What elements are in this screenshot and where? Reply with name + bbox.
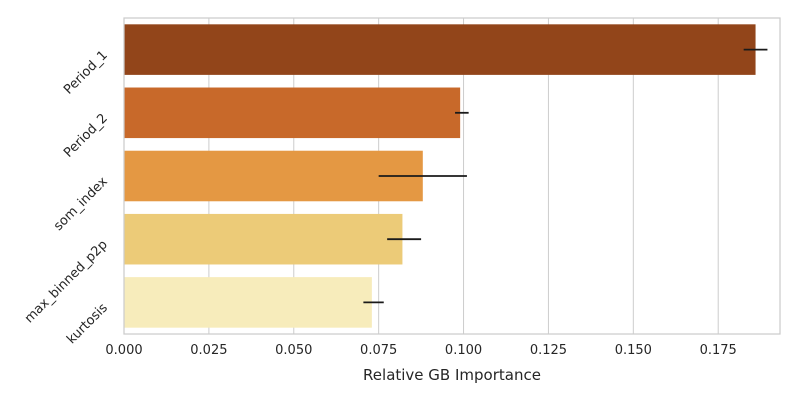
bar: [124, 213, 403, 265]
x-tick-label: 0.075: [360, 343, 397, 358]
y-axis-ticks: Period_1Period_2som_indexmax_binned_p2pk…: [22, 48, 111, 347]
x-tick-label: 0.175: [700, 343, 737, 358]
y-tick-label: som_index: [51, 174, 111, 234]
x-tick-label: 0.000: [105, 343, 142, 358]
y-tick-label: Period_1: [61, 48, 111, 98]
y-tick-label: kurtosis: [64, 300, 111, 347]
x-axis-title: Relative GB Importance: [363, 366, 541, 384]
bar: [124, 24, 756, 75]
bar: [124, 277, 372, 328]
x-tick-label: 0.100: [445, 343, 482, 358]
error-bars: [363, 48, 768, 304]
x-tick-label: 0.025: [190, 343, 227, 358]
y-tick-label: Period_2: [61, 111, 111, 161]
bar: [124, 150, 423, 202]
bars: [124, 24, 756, 328]
x-axis-ticks: 0.000 0.025 0.050 0.075 0.100 0.125 0.150 0.175: [105, 343, 736, 358]
x-tick-label: 0.125: [530, 343, 567, 358]
x-tick-label: 0.050: [275, 343, 312, 358]
bar: [124, 87, 461, 139]
x-tick-label: 0.150: [615, 343, 652, 358]
plot-frame: [123, 17, 781, 335]
